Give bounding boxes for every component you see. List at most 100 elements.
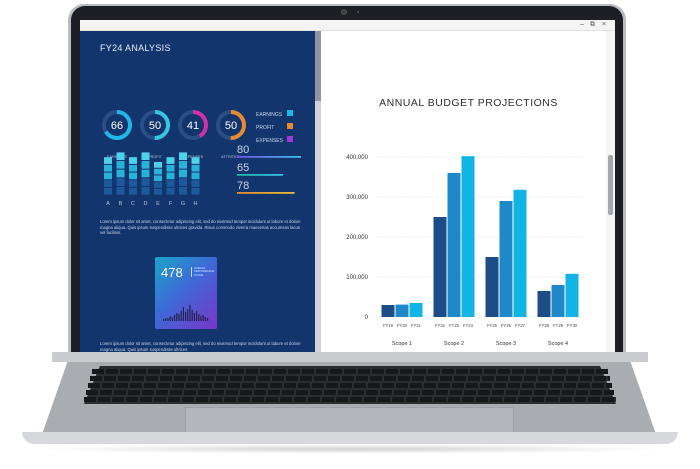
group-label: Scope 2 bbox=[444, 341, 464, 347]
budget-bar bbox=[447, 173, 461, 317]
mini-bar-label: H bbox=[194, 201, 198, 207]
mini-bar bbox=[104, 157, 112, 164]
mini-bar-label: A bbox=[106, 201, 110, 207]
donut-arc bbox=[140, 110, 170, 140]
performance-value: 478 bbox=[161, 265, 183, 280]
restore-button[interactable]: ⧉ bbox=[590, 21, 595, 28]
group-label: Scope 1 bbox=[392, 341, 412, 347]
key-row bbox=[90, 376, 610, 381]
group-label: Scope 3 bbox=[496, 341, 516, 347]
donut-value: 41 bbox=[187, 120, 199, 132]
spark-bar bbox=[207, 318, 209, 321]
laptop-screen: – ⧉ × FY24 ANALYSIS 66 EARNINGS 50 PROFIT 41… bbox=[80, 20, 615, 352]
window-titlebar: – ⧉ × bbox=[80, 20, 615, 31]
mini-bar-label: G bbox=[181, 201, 185, 207]
touchpad bbox=[185, 407, 514, 433]
mini-bar bbox=[104, 164, 112, 172]
mini-bar-label: B bbox=[119, 201, 123, 207]
mini-bar bbox=[179, 169, 187, 178]
performance-caption: OVERALL PERFORMANCE SCORE bbox=[191, 267, 216, 278]
key-row bbox=[84, 397, 616, 402]
mini-bar-label: D bbox=[144, 201, 148, 207]
x-tick-label: FY27 bbox=[515, 323, 526, 328]
x-tick-label: FY25 bbox=[487, 323, 498, 328]
dashboard-scroll-thumb[interactable] bbox=[315, 31, 321, 101]
spark-bar bbox=[200, 316, 202, 321]
laptop-shadow bbox=[30, 444, 670, 454]
mini-bar bbox=[179, 152, 187, 161]
metric-value: 78 bbox=[237, 180, 249, 192]
spark-bar bbox=[191, 310, 193, 321]
donut-label: EXPENSES bbox=[183, 155, 204, 159]
mini-bar bbox=[116, 178, 125, 186]
budget-bar bbox=[409, 303, 423, 317]
budget-bar bbox=[485, 257, 499, 317]
mini-bar-label: C bbox=[131, 201, 135, 207]
chart-scroll-thumb[interactable] bbox=[608, 155, 613, 215]
donut-arc bbox=[178, 110, 208, 140]
dashboard-pane: FY24 ANALYSIS 66 EARNINGS 50 PROFIT 41 EXPENS… bbox=[80, 31, 321, 352]
legend-swatch bbox=[287, 110, 293, 116]
legend-label: EXPENSES bbox=[256, 138, 284, 144]
donut-value: 66 bbox=[111, 120, 123, 132]
spark-bar bbox=[163, 319, 165, 321]
spark-bar bbox=[178, 314, 180, 321]
budget-bar bbox=[381, 305, 395, 317]
key-row bbox=[86, 390, 614, 395]
mini-bar bbox=[154, 175, 162, 182]
mini-bar bbox=[141, 178, 150, 186]
spark-bar bbox=[187, 309, 189, 321]
spark-bar bbox=[198, 314, 200, 321]
key-row bbox=[92, 369, 608, 374]
close-button[interactable]: × bbox=[602, 21, 607, 28]
mini-bar bbox=[191, 180, 200, 187]
spark-bar bbox=[180, 311, 182, 321]
budget-bar bbox=[551, 285, 565, 317]
dashboard-scrollbar[interactable] bbox=[315, 31, 321, 352]
mini-bar bbox=[129, 164, 137, 172]
mini-bar bbox=[104, 187, 112, 195]
budget-bar bbox=[537, 291, 551, 317]
group-label: Scope 4 bbox=[548, 341, 568, 347]
mini-bar bbox=[154, 168, 162, 175]
budget-bar bbox=[499, 201, 513, 317]
spark-bar bbox=[189, 305, 191, 321]
x-tick-label: FY28 bbox=[539, 323, 550, 328]
mini-bar bbox=[141, 186, 150, 195]
mini-bar bbox=[129, 180, 137, 187]
y-tick-label: 400,000 bbox=[346, 155, 368, 161]
minimize-button[interactable]: – bbox=[580, 21, 584, 28]
budget-bar bbox=[461, 156, 475, 317]
legend-label: EARNINGS bbox=[256, 112, 283, 118]
mini-bar bbox=[141, 152, 150, 161]
mini-bar bbox=[179, 178, 187, 186]
x-tick-label: FY24 bbox=[463, 323, 474, 328]
mini-bar-label: E bbox=[156, 201, 160, 207]
mini-bar bbox=[141, 169, 150, 178]
webcam-led bbox=[357, 11, 359, 13]
metric-bar bbox=[237, 156, 301, 158]
x-tick-label: FY21 bbox=[411, 323, 422, 328]
mini-bar bbox=[191, 172, 200, 180]
donut-arc bbox=[102, 110, 132, 140]
legend-swatch bbox=[287, 136, 293, 142]
mini-bar bbox=[116, 161, 125, 169]
webcam-icon bbox=[341, 9, 347, 15]
mini-bar bbox=[166, 172, 175, 180]
budget-bar bbox=[433, 217, 447, 317]
y-tick-label: 300,000 bbox=[346, 195, 368, 201]
mini-bar-chart: A B C D E F G H bbox=[104, 152, 200, 207]
spark-bar bbox=[193, 313, 195, 321]
metric-bar bbox=[237, 192, 295, 194]
y-tick-label: 0 bbox=[365, 315, 369, 321]
mini-bar bbox=[166, 187, 175, 195]
mini-bar bbox=[166, 164, 175, 172]
y-tick-label: 200,000 bbox=[346, 235, 368, 241]
spark-bar bbox=[185, 312, 187, 321]
mini-bar bbox=[191, 187, 200, 195]
mini-bar bbox=[154, 182, 162, 188]
spark-bar bbox=[171, 317, 173, 321]
donut-label: PROFIT bbox=[148, 155, 163, 159]
key-row bbox=[88, 383, 612, 388]
